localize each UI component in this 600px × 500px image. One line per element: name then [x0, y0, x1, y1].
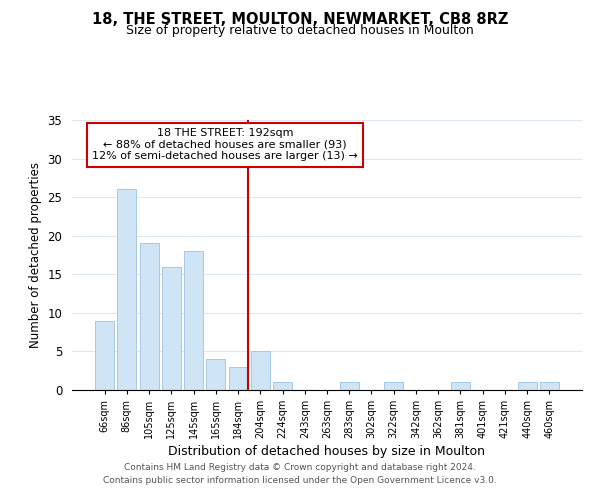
Bar: [273, 382, 292, 390]
Bar: [251, 352, 270, 390]
Text: Contains public sector information licensed under the Open Government Licence v3: Contains public sector information licen…: [103, 476, 497, 485]
Text: Contains HM Land Registry data © Crown copyright and database right 2024.: Contains HM Land Registry data © Crown c…: [124, 464, 476, 472]
Bar: [384, 382, 403, 390]
Bar: [540, 382, 559, 390]
Bar: [118, 190, 136, 390]
Bar: [340, 382, 359, 390]
Text: 18 THE STREET: 192sqm
← 88% of detached houses are smaller (93)
12% of semi-deta: 18 THE STREET: 192sqm ← 88% of detached …: [92, 128, 358, 162]
Text: Size of property relative to detached houses in Moulton: Size of property relative to detached ho…: [126, 24, 474, 37]
Text: 18, THE STREET, MOULTON, NEWMARKET, CB8 8RZ: 18, THE STREET, MOULTON, NEWMARKET, CB8 …: [92, 12, 508, 28]
Bar: [206, 359, 225, 390]
Y-axis label: Number of detached properties: Number of detached properties: [29, 162, 42, 348]
Bar: [229, 367, 248, 390]
Bar: [140, 244, 158, 390]
X-axis label: Distribution of detached houses by size in Moulton: Distribution of detached houses by size …: [169, 446, 485, 458]
Bar: [518, 382, 536, 390]
Bar: [451, 382, 470, 390]
Bar: [184, 251, 203, 390]
Bar: [162, 266, 181, 390]
Bar: [95, 320, 114, 390]
